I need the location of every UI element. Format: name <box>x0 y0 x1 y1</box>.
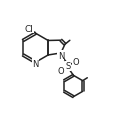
Text: S: S <box>65 62 70 71</box>
Text: O: O <box>73 58 79 67</box>
Text: N: N <box>32 59 39 68</box>
Text: O: O <box>58 66 65 75</box>
Text: N: N <box>58 51 64 60</box>
Text: Cl: Cl <box>25 25 34 34</box>
